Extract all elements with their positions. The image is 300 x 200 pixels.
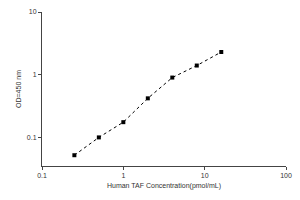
svg-text:10: 10 bbox=[201, 172, 209, 179]
svg-text:100: 100 bbox=[280, 172, 292, 179]
svg-text:Human TAF Concentration(pmol/m: Human TAF Concentration(pmol/mL) bbox=[107, 182, 221, 190]
svg-text:10: 10 bbox=[29, 8, 37, 15]
svg-text:1: 1 bbox=[33, 71, 37, 78]
svg-text:0.1: 0.1 bbox=[37, 172, 47, 179]
svg-text:OD=450 nm: OD=450 nm bbox=[15, 70, 22, 108]
svg-text:1: 1 bbox=[121, 172, 125, 179]
svg-text:0.1: 0.1 bbox=[27, 134, 37, 141]
